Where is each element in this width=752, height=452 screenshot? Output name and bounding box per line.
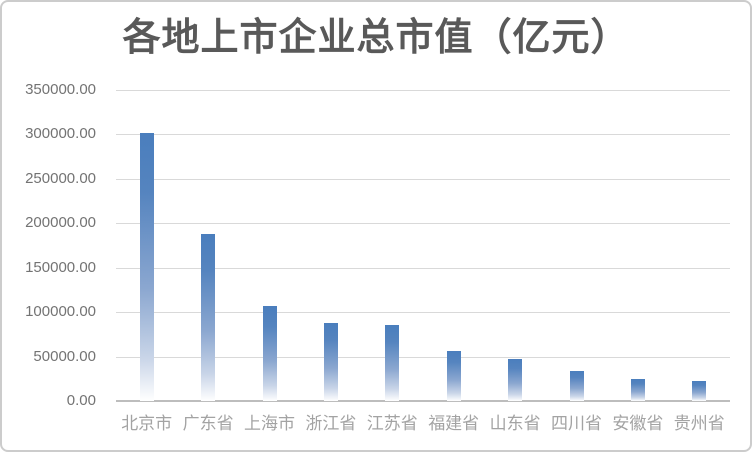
x-axis-label: 山东省 [489, 414, 541, 433]
y-axis-label: 0.00 [66, 392, 96, 409]
bar-上海市 [262, 305, 277, 401]
x-axis-label: 福建省 [428, 414, 480, 433]
x-axis-label: 四川省 [550, 414, 602, 433]
bar-山东省 [508, 359, 523, 401]
y-axis-label: 300000.00 [25, 125, 96, 143]
bar-江苏省 [385, 325, 400, 401]
y-axis-label: 50000.00 [33, 347, 96, 365]
gridline [116, 267, 730, 269]
bar-浙江省 [323, 322, 338, 401]
x-axis-label: 北京市 [121, 414, 173, 433]
x-axis-label: 浙江省 [305, 414, 357, 433]
bar-福建省 [446, 350, 461, 401]
x-axis-line [116, 400, 730, 402]
bar-贵州省 [692, 381, 707, 401]
y-axis-label: 150000.00 [25, 258, 96, 276]
chart-title: 各地上市企业总市值（亿元） [122, 17, 630, 59]
y-axis-label: 100000.00 [25, 303, 96, 321]
x-axis-label: 贵州省 [673, 414, 725, 433]
gridline [116, 178, 730, 180]
bar-安徽省 [630, 378, 645, 401]
x-axis-label: 上海市 [243, 414, 295, 433]
gridline [116, 90, 730, 91]
x-axis-label: 江苏省 [366, 414, 418, 433]
gridline [116, 134, 730, 136]
y-axis-label: 200000.00 [25, 214, 96, 232]
x-axis-label: 广东省 [182, 414, 234, 433]
gridline [116, 312, 730, 314]
y-axis-label: 350000.00 [25, 81, 96, 98]
x-axis-label: 安徽省 [612, 414, 664, 433]
bar-四川省 [569, 370, 584, 401]
bar-广东省 [201, 234, 216, 401]
bar-北京市 [139, 133, 154, 401]
gridline [116, 356, 730, 358]
y-axis-label: 250000.00 [25, 169, 96, 187]
gridline [116, 223, 730, 225]
